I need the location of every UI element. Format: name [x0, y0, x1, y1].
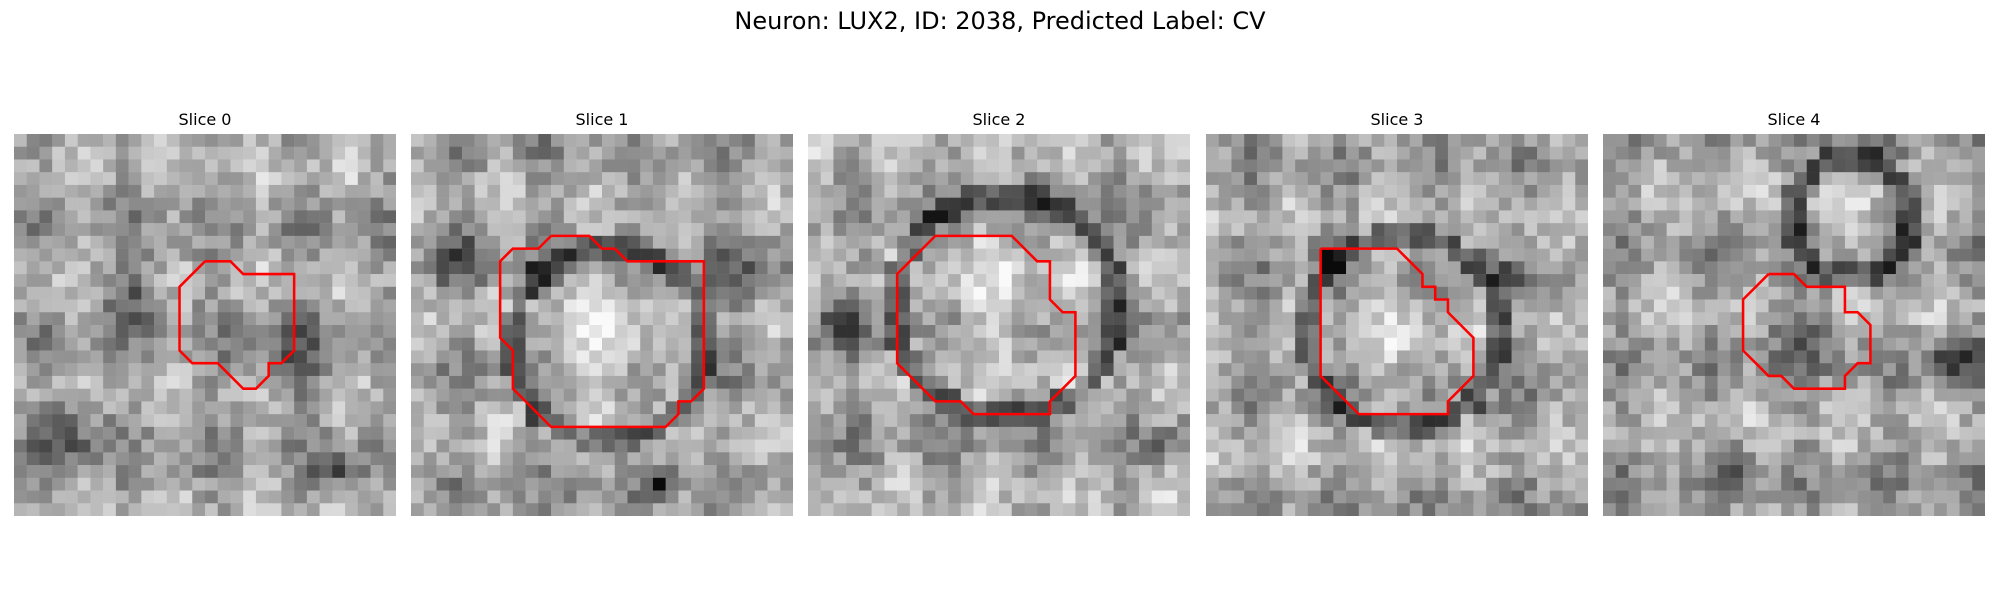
figure-title: Neuron: LUX2, ID: 2038, Predicted Label:… [734, 7, 1266, 35]
panel-title: Slice 0 [178, 110, 232, 129]
grayscale-em-slice-0 [14, 134, 396, 516]
segmentation-contour-3 [1319, 247, 1475, 416]
segmentation-contour-4 [1741, 272, 1872, 390]
grayscale-em-slice-2 [808, 134, 1190, 516]
panel-title: Slice 2 [972, 110, 1026, 129]
grayscale-em-slice-4 [1603, 134, 1985, 516]
panel-title: Slice 4 [1767, 110, 1821, 129]
slice-panel-2: Slice 2 [808, 108, 1190, 516]
segmentation-contour-2 [895, 234, 1077, 416]
slice-panel-3: Slice 3 [1206, 108, 1588, 516]
panel-title: Slice 1 [575, 110, 629, 129]
segmentation-contour-1 [498, 234, 706, 429]
grayscale-em-slice-3 [1206, 134, 1588, 516]
segmentation-contour-0 [178, 260, 296, 390]
panel-title: Slice 3 [1370, 110, 1424, 129]
slice-panel-4: Slice 4 [1603, 108, 1985, 516]
slice-panel-1: Slice 1 [411, 108, 793, 516]
slice-panel-0: Slice 0 [14, 108, 396, 516]
grayscale-em-slice-1 [411, 134, 793, 516]
